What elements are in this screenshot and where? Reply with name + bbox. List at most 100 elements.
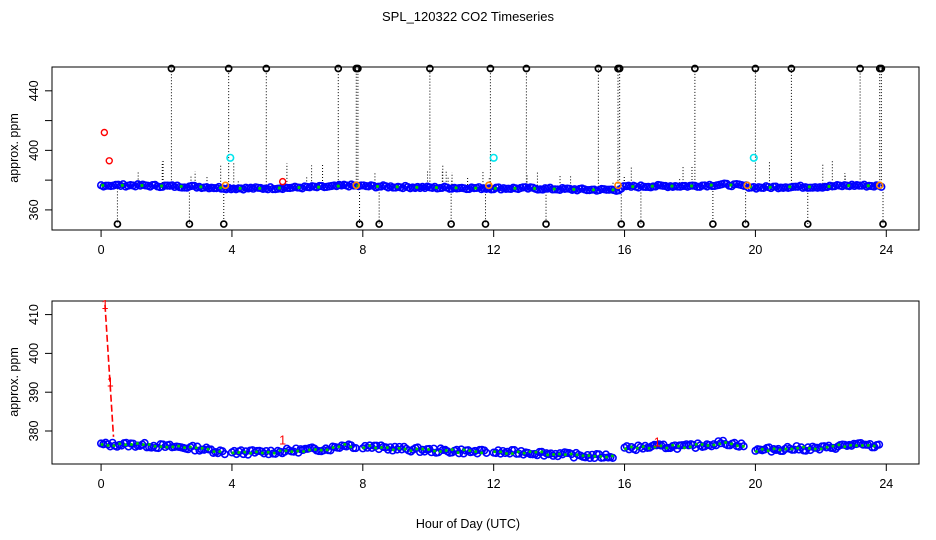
co2-fill-point — [754, 450, 758, 454]
point-label: 1 — [102, 298, 109, 312]
x-tick-label: 20 — [748, 243, 762, 257]
flagged-point — [105, 157, 113, 165]
co2-fill-point — [837, 443, 841, 447]
co2-fill-point — [768, 185, 772, 189]
co2-fill-point — [147, 443, 151, 447]
co2-fill-point — [260, 451, 264, 455]
co2-fill-point — [194, 446, 198, 450]
co2-fill-point — [591, 188, 596, 192]
co2-fill-point — [819, 447, 823, 451]
flagged-point — [278, 177, 287, 186]
outlier-high-point — [522, 64, 531, 73]
point-label: 1 — [654, 436, 661, 450]
co2-fill-point — [694, 442, 698, 446]
co2-fill-point — [179, 184, 183, 189]
co2-fill-point — [788, 185, 792, 189]
co2-fill-point — [766, 449, 770, 453]
co2-fill-point — [860, 443, 864, 447]
co2-fill-point — [493, 450, 497, 454]
co2-fill-point — [343, 442, 347, 446]
co2-fill-point — [317, 185, 321, 189]
co2-fill-point — [855, 444, 859, 448]
co2-fill-point — [159, 445, 163, 449]
y-tick-label: 380 — [27, 421, 41, 442]
co2-fill-point — [807, 185, 811, 189]
co2-fill-point — [866, 184, 870, 188]
co2-data-point — [243, 450, 253, 459]
co2-fill-point — [599, 455, 603, 459]
top-panel-frame — [51, 66, 920, 231]
co2-fill-point — [100, 443, 104, 447]
co2-fill-point — [349, 445, 353, 449]
outlier-high-point — [426, 64, 434, 73]
co2-fill-point — [375, 184, 380, 189]
co2-fill-point — [557, 452, 561, 456]
co2-fill-point — [827, 184, 831, 189]
co2-data-point — [220, 449, 229, 459]
co2-fill-point — [427, 448, 431, 452]
co2-fill-point — [112, 444, 116, 448]
co2-fill-point — [415, 447, 419, 451]
co2-fill-point — [724, 440, 728, 444]
co2-fill-point — [690, 184, 694, 188]
co2-fill-point — [231, 451, 235, 455]
co2-fill-point — [206, 447, 210, 451]
co2-fill-point — [563, 453, 567, 457]
outlier-low-point — [637, 220, 645, 228]
co2-fill-point — [665, 446, 669, 450]
co2-fill-point — [474, 450, 478, 454]
co2-fill-point — [790, 447, 794, 451]
co2-fill-point — [243, 450, 247, 454]
co2-fill-point — [513, 186, 517, 190]
co2-fill-point — [277, 186, 281, 190]
x-tick-label: 0 — [98, 477, 105, 491]
x-tick-label: 12 — [487, 243, 501, 257]
co2-fill-point — [409, 449, 413, 453]
co2-fill-point — [165, 445, 169, 449]
orange-marker — [614, 181, 622, 190]
co2-fill-point — [569, 452, 573, 456]
co2-fill-point — [450, 448, 454, 452]
outlier-low-point — [447, 220, 455, 228]
co2-fill-point — [160, 184, 164, 188]
y-tick-label: 400 — [27, 140, 41, 161]
co2-fill-point — [659, 444, 663, 448]
co2-fill-point — [650, 184, 654, 188]
co2-fill-point — [238, 186, 242, 190]
co2-fill-point — [499, 450, 503, 454]
outlier-high-point — [354, 64, 362, 73]
co2-data-point — [383, 445, 393, 454]
co2-fill-point — [183, 446, 187, 450]
x-tick-label: 24 — [879, 477, 893, 491]
co2-fill-point — [516, 450, 520, 454]
co2-data-point — [874, 440, 884, 449]
co2-fill-point — [101, 183, 105, 187]
co2-data-point — [791, 182, 800, 191]
co2-fill-point — [337, 445, 341, 449]
co2-fill-point — [272, 451, 276, 455]
co2-fill-point — [362, 446, 366, 450]
co2-fill-point — [847, 183, 851, 188]
co2-fill-point — [199, 185, 203, 189]
co2-fill-point — [522, 451, 526, 455]
co2-fill-point — [200, 446, 204, 450]
bottom-panel: approx. ppm 0 4 8 12 16 20 24 380 390 400 410 1 1 1 1 — [7, 298, 920, 491]
co2-fill-point — [778, 448, 782, 452]
orange-marker — [484, 181, 493, 190]
co2-fill-point — [493, 186, 497, 190]
co2-fill-point — [653, 445, 657, 449]
co2-fill-point — [368, 444, 372, 448]
co2-fill-point — [587, 454, 591, 458]
outlier-low-point — [219, 220, 228, 228]
co2-fill-point — [872, 444, 876, 448]
x-tick-label: 20 — [748, 477, 762, 491]
co2-fill-point — [641, 445, 645, 449]
orange-marker — [352, 181, 361, 190]
co2-fill-point — [677, 444, 681, 448]
y-tick-label: 360 — [27, 199, 41, 220]
co2-data-point — [581, 453, 590, 462]
co2-fill-point — [706, 443, 710, 447]
co2-fill-point — [796, 446, 800, 450]
co2-fill-point — [421, 447, 425, 451]
co2-fill-point — [106, 443, 110, 447]
